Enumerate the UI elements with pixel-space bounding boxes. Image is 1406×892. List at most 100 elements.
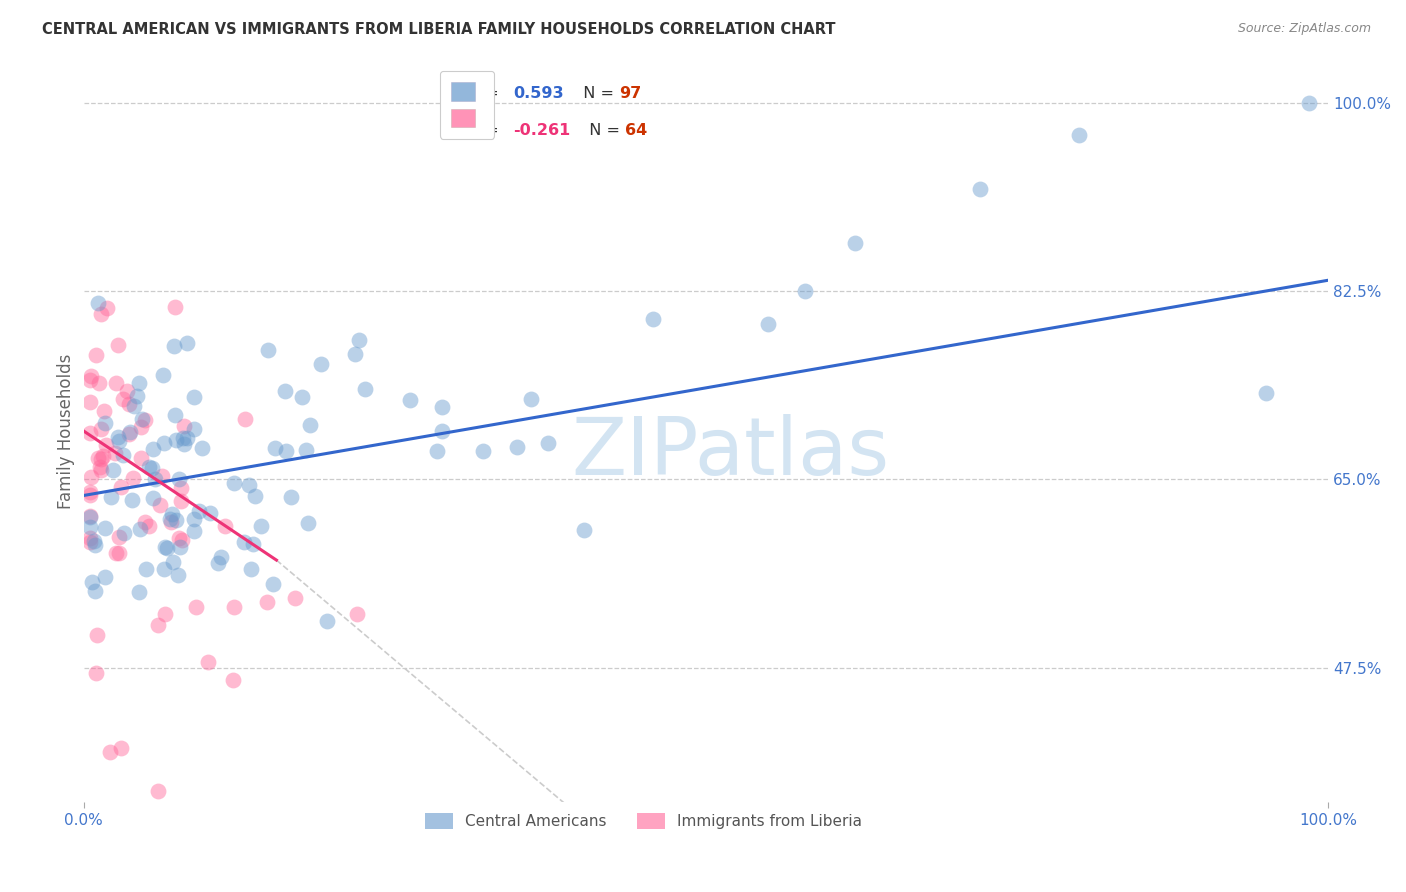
Point — [142, 442, 165, 457]
Point — [141, 461, 163, 475]
Point — [169, 481, 191, 495]
Point — [155, 540, 177, 554]
Point — [170, 494, 193, 508]
Point — [167, 472, 190, 486]
Point — [100, 491, 122, 505]
Point — [169, 541, 191, 555]
Point — [472, 443, 495, 458]
Point — [84, 538, 107, 552]
Point — [120, 425, 142, 439]
Point — [209, 549, 232, 564]
Point — [238, 478, 260, 492]
Point — [159, 515, 181, 529]
Point — [91, 449, 114, 463]
Point — [129, 450, 152, 465]
Point — [250, 519, 273, 533]
Point — [87, 376, 110, 391]
Point — [125, 389, 148, 403]
Point — [159, 512, 181, 526]
Point — [969, 182, 991, 196]
Point — [108, 546, 131, 560]
Point — [176, 431, 198, 445]
Point — [309, 357, 332, 371]
Point — [173, 418, 195, 433]
Point — [98, 745, 121, 759]
Point — [79, 509, 101, 524]
Point — [124, 399, 146, 413]
Point — [112, 525, 135, 540]
Point — [344, 346, 367, 360]
Point — [94, 416, 117, 430]
Point — [169, 531, 191, 545]
Point — [105, 376, 128, 391]
Point — [257, 343, 280, 357]
Point — [149, 498, 172, 512]
Text: ZIPatlas: ZIPatlas — [572, 414, 890, 492]
Point — [176, 336, 198, 351]
Point — [80, 470, 103, 484]
Point — [537, 435, 560, 450]
Point — [111, 448, 134, 462]
Point — [112, 392, 135, 406]
Point — [89, 459, 111, 474]
Point — [183, 512, 205, 526]
Text: -0.261: -0.261 — [513, 123, 571, 137]
Point — [188, 504, 211, 518]
Point — [108, 434, 131, 448]
Point — [93, 404, 115, 418]
Point — [104, 446, 127, 460]
Point — [165, 408, 187, 422]
Point — [79, 394, 101, 409]
Point — [86, 628, 108, 642]
Point — [90, 463, 112, 477]
Point — [222, 476, 245, 491]
Point — [170, 533, 193, 547]
Point — [506, 440, 529, 454]
Point — [315, 614, 337, 628]
Point — [298, 417, 321, 432]
Point — [110, 741, 132, 756]
Point — [207, 556, 229, 570]
Point — [122, 471, 145, 485]
Point — [262, 576, 284, 591]
Text: N =: N = — [572, 86, 619, 101]
Point — [121, 492, 143, 507]
Point — [135, 562, 157, 576]
Point — [155, 541, 177, 556]
Point — [354, 383, 377, 397]
Point — [183, 422, 205, 436]
Point — [129, 420, 152, 434]
Point — [143, 472, 166, 486]
Point — [1254, 386, 1277, 401]
Point — [87, 450, 110, 465]
Point — [128, 376, 150, 391]
Point — [79, 520, 101, 534]
Point — [184, 599, 207, 614]
Point — [274, 444, 297, 458]
Point — [280, 490, 302, 504]
Point — [83, 533, 105, 548]
Point — [79, 531, 101, 545]
Point — [172, 431, 194, 445]
Point — [165, 514, 187, 528]
Point — [173, 437, 195, 451]
Point — [110, 479, 132, 493]
Point — [214, 519, 236, 533]
Text: R =: R = — [470, 123, 505, 137]
Point — [432, 400, 454, 414]
Point — [80, 575, 103, 590]
Point — [264, 441, 287, 455]
Point — [183, 524, 205, 538]
Point — [138, 519, 160, 533]
Point — [128, 584, 150, 599]
Point — [134, 413, 156, 427]
Point — [84, 348, 107, 362]
Point — [87, 296, 110, 310]
Point — [90, 422, 112, 436]
Point — [107, 430, 129, 444]
Text: Source: ZipAtlas.com: Source: ZipAtlas.com — [1237, 22, 1371, 36]
Point — [107, 337, 129, 351]
Point — [152, 435, 174, 450]
Point — [643, 312, 665, 326]
Point — [426, 443, 449, 458]
